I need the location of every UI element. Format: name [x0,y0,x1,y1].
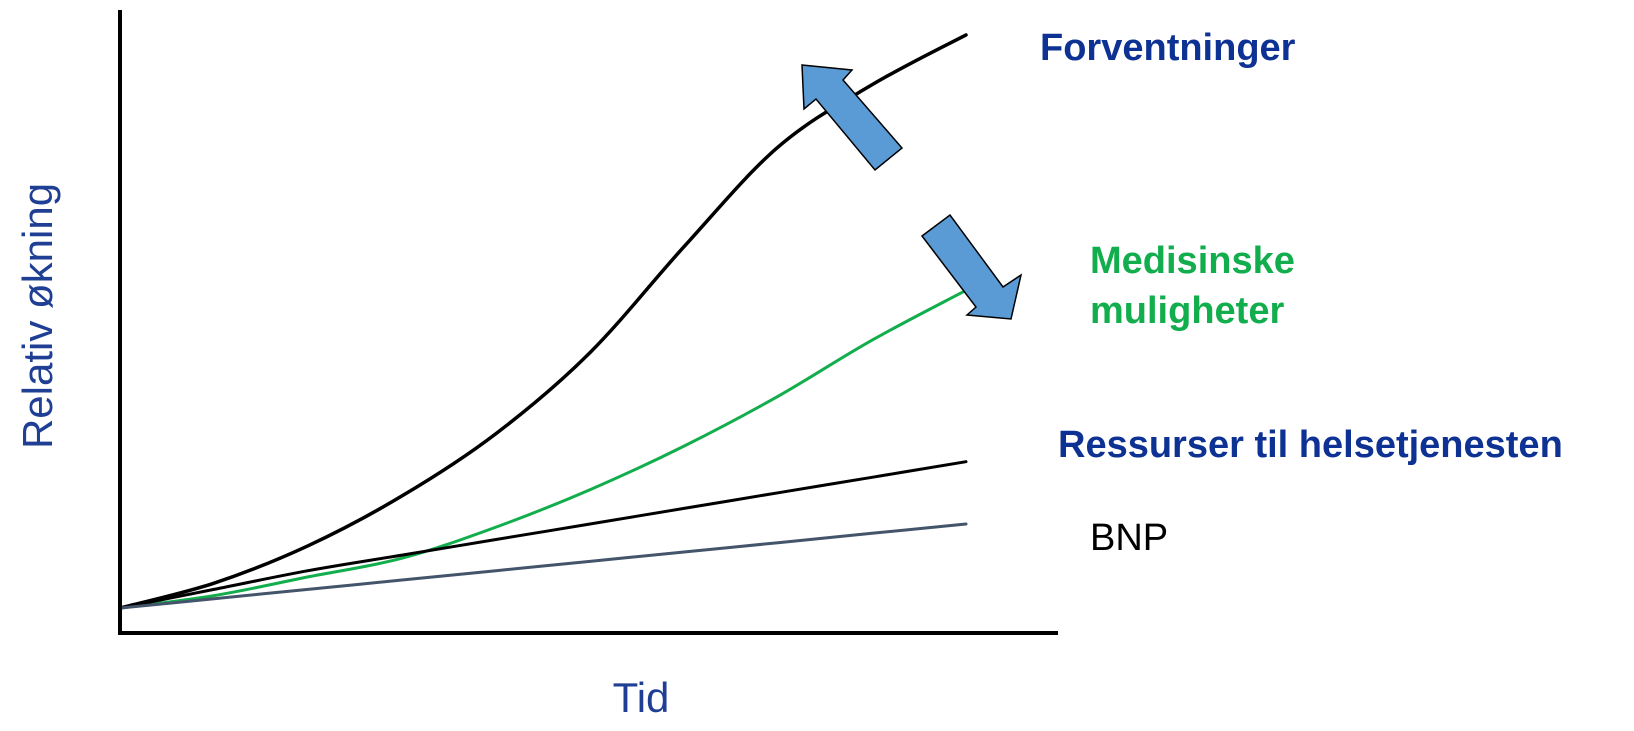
series-label-2: Medisinske muligheter [1090,240,1295,332]
axes [118,10,1058,635]
arrows [801,64,1023,320]
arrow-up-left [801,64,904,172]
series-line-1 [118,33,968,610]
y-axis-title: Relativ økning [14,183,61,449]
series-label-1: Forventninger [1040,27,1296,69]
series-line-2 [118,288,968,610]
series-label-3: Ressurser til helsetjenesten [1058,424,1563,466]
series-line-3 [118,460,968,610]
series-lines [118,33,968,610]
series-labels: Forventninger Medisinske muligheter Ressurs… [1040,27,1563,559]
x-axis-title: Tid [613,674,670,721]
arrow-down-right [920,213,1023,320]
series-line-4 [118,522,968,610]
series-label-4: BNP [1090,517,1168,559]
